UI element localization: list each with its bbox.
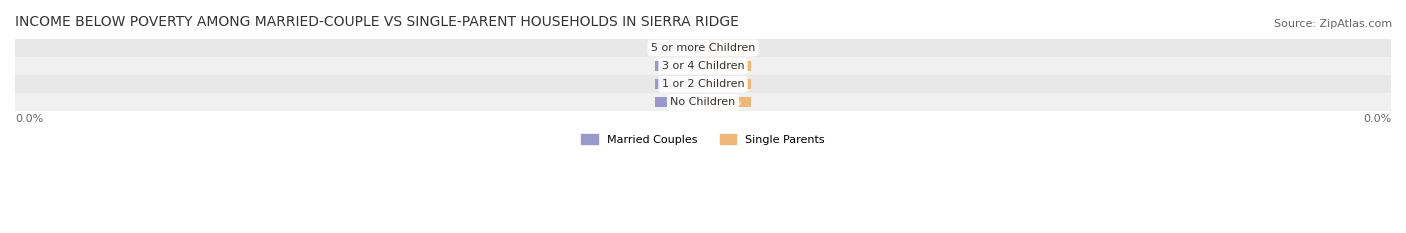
- Text: 1 or 2 Children: 1 or 2 Children: [662, 79, 744, 89]
- Bar: [703, 43, 751, 53]
- Text: 0.0%: 0.0%: [713, 43, 741, 53]
- Text: Source: ZipAtlas.com: Source: ZipAtlas.com: [1274, 19, 1392, 29]
- Bar: [15, 93, 1391, 111]
- Text: 0.0%: 0.0%: [665, 97, 693, 107]
- Bar: [703, 79, 751, 89]
- Bar: [15, 75, 1391, 93]
- Legend: Married Couples, Single Parents: Married Couples, Single Parents: [576, 130, 830, 150]
- Text: 3 or 4 Children: 3 or 4 Children: [662, 61, 744, 71]
- Bar: [15, 39, 1391, 57]
- Text: INCOME BELOW POVERTY AMONG MARRIED-COUPLE VS SINGLE-PARENT HOUSEHOLDS IN SIERRA : INCOME BELOW POVERTY AMONG MARRIED-COUPL…: [15, 15, 740, 29]
- Text: 0.0%: 0.0%: [15, 114, 44, 124]
- Text: 0.0%: 0.0%: [665, 61, 693, 71]
- Bar: [655, 61, 703, 71]
- Bar: [703, 61, 751, 71]
- Bar: [655, 43, 703, 53]
- Bar: [15, 57, 1391, 75]
- Bar: [703, 97, 751, 107]
- Text: No Children: No Children: [671, 97, 735, 107]
- Text: 0.0%: 0.0%: [665, 43, 693, 53]
- Text: 0.0%: 0.0%: [713, 61, 741, 71]
- Text: 0.0%: 0.0%: [1362, 114, 1391, 124]
- Text: 5 or more Children: 5 or more Children: [651, 43, 755, 53]
- Text: 0.0%: 0.0%: [665, 79, 693, 89]
- Bar: [655, 97, 703, 107]
- Text: 0.0%: 0.0%: [713, 79, 741, 89]
- Text: 0.0%: 0.0%: [713, 97, 741, 107]
- Bar: [655, 79, 703, 89]
